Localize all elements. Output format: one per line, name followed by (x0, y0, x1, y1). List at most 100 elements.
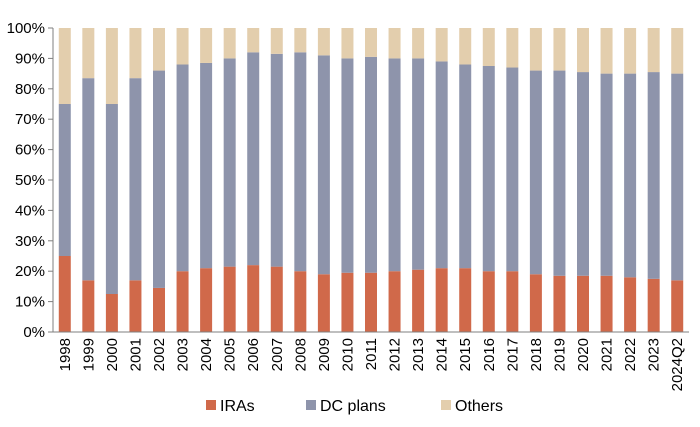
bar-iras-2008 (294, 271, 307, 332)
bar-dc-plans-1999 (82, 78, 95, 281)
bar-dc-plans-2019 (553, 70, 566, 276)
bar-iras-2020 (577, 275, 589, 332)
x-tick-label: 2012 (387, 338, 404, 371)
x-tick-label: 2015 (457, 338, 474, 371)
x-tick-label: 2020 (575, 338, 592, 371)
x-tick-label: 2018 (528, 338, 545, 371)
bar-dc-plans-2001 (129, 78, 142, 281)
bar-iras-2018 (529, 274, 542, 332)
bar-others-1999 (82, 28, 95, 79)
x-tick-label: 2000 (104, 338, 121, 371)
bar-others-2004 (200, 28, 213, 63)
x-tick-label: 2022 (622, 338, 639, 371)
bar-iras-2000 (105, 294, 118, 332)
bar-others-1998 (58, 28, 71, 104)
bar-others-2020 (577, 28, 589, 73)
legend-swatch-others (441, 400, 451, 410)
bar-dc-plans-2005 (223, 58, 236, 267)
y-tick-label: 100% (7, 20, 45, 37)
x-tick-label: 2006 (245, 338, 262, 371)
x-tick-label: 2007 (269, 338, 286, 371)
bar-iras-2017 (506, 271, 519, 332)
bar-iras-2024q2 (671, 280, 684, 332)
bar-iras-2010 (341, 272, 354, 332)
y-tick-label: 0% (23, 324, 45, 341)
bar-others-2021 (600, 28, 613, 74)
bar-iras-2009 (317, 274, 330, 332)
bar-dc-plans-2013 (412, 58, 425, 270)
bar-dc-plans-2006 (247, 52, 260, 266)
bar-dc-plans-2000 (105, 104, 118, 294)
legend-label-dc-plans: DC plans (320, 398, 386, 415)
legend-label-others: Others (455, 398, 503, 415)
bar-others-2000 (105, 28, 118, 104)
x-tick-label: 2013 (410, 338, 427, 371)
x-tick-label: 2014 (434, 338, 451, 371)
x-tick-label: 2016 (481, 338, 498, 371)
bar-others-2017 (506, 28, 519, 68)
x-tick-label: 1999 (80, 338, 97, 371)
bar-dc-plans-2004 (200, 62, 213, 269)
x-tick-label: 1998 (57, 338, 74, 371)
y-tick-label: 10% (15, 294, 45, 311)
bar-others-2009 (317, 28, 330, 56)
bar-others-2002 (153, 28, 165, 71)
bar-iras-2022 (624, 277, 637, 332)
bar-dc-plans-2020 (577, 72, 589, 276)
bar-others-2022 (624, 28, 637, 74)
y-tick-label: 90% (15, 50, 45, 67)
bar-others-2018 (529, 28, 542, 71)
bar-others-2012 (388, 28, 401, 59)
bar-others-2007 (270, 28, 283, 54)
bar-dc-plans-2008 (294, 52, 307, 272)
bar-others-2013 (412, 28, 425, 59)
bar-dc-plans-2007 (270, 53, 283, 267)
x-tick-label: 2004 (198, 338, 215, 371)
bar-iras-2006 (247, 265, 260, 332)
x-tick-label: 2023 (646, 338, 663, 371)
y-tick-label: 40% (15, 202, 45, 219)
bar-iras-2002 (153, 287, 165, 332)
bar-dc-plans-2021 (600, 73, 613, 276)
bar-dc-plans-2017 (506, 67, 519, 272)
bar-others-2005 (223, 28, 236, 59)
bar-dc-plans-1998 (58, 104, 71, 256)
bar-iras-2003 (176, 271, 189, 332)
bar-iras-2019 (553, 275, 566, 332)
y-tick-label: 80% (15, 81, 45, 98)
y-tick-label: 30% (15, 233, 45, 250)
bar-iras-2011 (365, 272, 377, 332)
bar-others-2003 (176, 28, 189, 65)
bar-iras-2016 (482, 271, 495, 332)
bar-iras-2012 (388, 271, 401, 332)
bar-dc-plans-2024q2 (671, 73, 684, 281)
bar-dc-plans-2014 (435, 61, 448, 269)
legend-swatch-dc-plans (306, 400, 316, 410)
bar-iras-2015 (459, 268, 472, 332)
bar-others-2014 (435, 28, 448, 62)
bar-iras-2007 (270, 266, 283, 332)
bar-dc-plans-2022 (624, 73, 637, 278)
bar-iras-2005 (223, 266, 236, 332)
bar-others-2016 (482, 28, 495, 66)
bar-iras-2001 (129, 280, 142, 332)
x-tick-label: 2008 (292, 338, 309, 371)
y-tick-label: 50% (15, 172, 45, 189)
bar-iras-2021 (600, 275, 613, 332)
bar-others-2019 (553, 28, 566, 71)
bar-dc-plans-2009 (317, 55, 330, 275)
x-tick-label: 2021 (599, 338, 616, 371)
y-tick-label: 70% (15, 111, 45, 128)
x-tick-label: 2009 (316, 338, 333, 371)
x-tick-label: 2011 (363, 338, 380, 370)
bar-dc-plans-2023 (647, 72, 660, 279)
x-tick-label: 2001 (127, 338, 144, 371)
x-tick-label: 2024Q2 (669, 338, 686, 391)
bar-iras-1998 (58, 256, 71, 332)
x-tick-label: 2017 (504, 338, 521, 371)
x-tick-label: 2003 (175, 338, 192, 371)
x-tick-label: 2002 (151, 338, 168, 371)
y-tick-label: 60% (15, 142, 45, 159)
bar-dc-plans-2011 (365, 56, 377, 273)
